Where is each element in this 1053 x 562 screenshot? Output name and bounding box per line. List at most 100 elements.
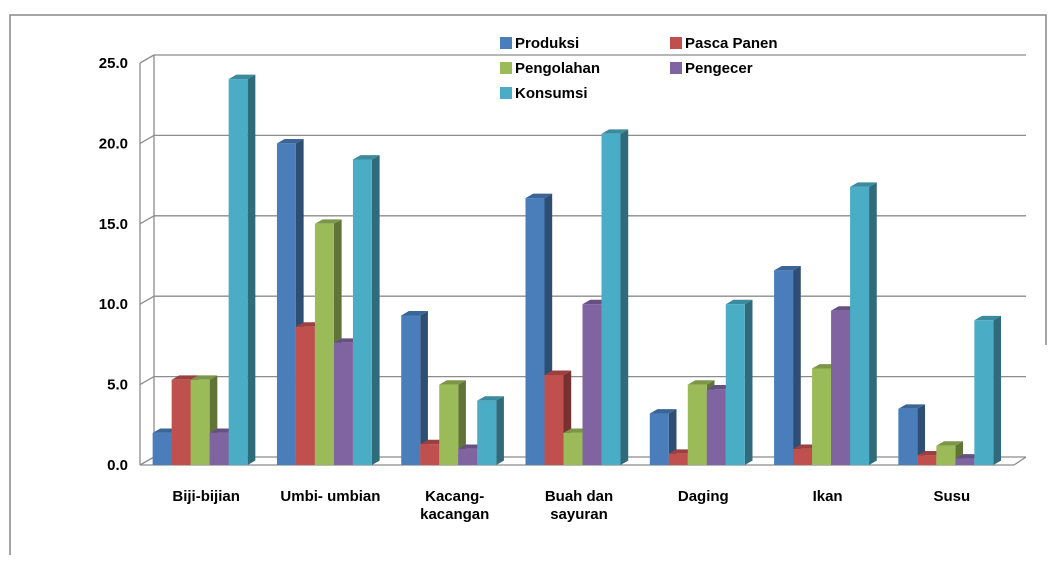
bar-front [209,432,229,465]
bar-front [812,368,832,465]
bar-front [649,413,669,465]
bar [228,74,256,466]
gridline-depth [139,376,155,386]
y-tick-label: 0.0 [107,457,128,474]
legend-label: Produksi [515,35,579,52]
legend-swatch [500,37,512,49]
bar-top [401,311,428,316]
bar-front [401,315,421,465]
bar-side [744,299,753,465]
y-tick-label: 5.0 [107,377,128,394]
bar-top [525,193,553,199]
bar-front [831,310,851,465]
bar-side [458,380,466,465]
bar-front [171,379,191,465]
gridline-depth [139,134,155,144]
bar-front [458,448,478,465]
bar-side [993,315,1002,465]
bar-top [898,404,926,409]
bar-front [525,198,545,465]
bar-top [544,370,572,375]
legend-swatch [500,62,512,74]
gridline-depth [139,215,155,225]
gridline-depth [139,456,155,466]
legend-item: Pengecer [670,60,753,77]
bar-front [420,444,440,465]
bar-front [687,384,707,465]
bar-side [247,74,256,466]
bar-front [706,389,726,465]
y-tick-labels: 0.0 5.0 10.0 15.0 20.0 25.0 [99,55,128,474]
bar-front [228,79,248,465]
bar-front [601,133,621,465]
legend-swatch [670,62,682,74]
bar-top [352,155,380,160]
bar [439,380,466,465]
legend-label: Konsumsi [515,85,588,102]
bars [152,74,1002,466]
bar-top [974,315,1002,321]
bar-top [276,139,304,144]
x-category-label: Biji-bijian [172,488,240,505]
legend-swatch [500,87,512,99]
bar-front [582,304,602,465]
y-tick-label: 10.0 [99,296,128,313]
legend-item: Pasca Panen [670,35,778,52]
bar-side [620,129,629,466]
bar-top [314,219,342,224]
bar-top [850,182,877,187]
y-tick-label: 15.0 [99,216,128,233]
bar-front [477,400,497,465]
bar [725,299,753,465]
bar-front [544,374,564,465]
bar-front [917,455,937,465]
x-axis-depth [1013,456,1027,466]
bar-top [439,380,466,385]
bar-top [936,441,964,446]
bar-front [850,186,870,466]
legend: Produksi Pasca Panen Pengolahan Pengecer Kon… [500,35,778,102]
bar-front [668,453,688,465]
bar-front [276,143,296,465]
bar [898,404,926,465]
bar-top [601,129,629,134]
x-category-label: Buah dan sayuran [545,488,613,523]
bar-top [477,396,504,401]
bar-front [955,458,975,465]
bar [477,396,504,465]
bar [774,266,801,465]
bar-top [171,375,199,380]
bar-front [725,304,745,465]
legend-item: Pengolahan [500,60,600,77]
bar-front [439,384,459,465]
x-category-label: Susu [934,488,971,505]
gridline-depth [139,295,155,305]
bar-side [917,404,926,465]
bar-front [774,270,794,465]
bar-front [936,445,956,465]
bar-front [898,408,918,465]
bar-side [496,396,504,465]
bar-front [333,342,353,465]
bar-top [228,74,256,80]
legend-swatch [670,37,682,49]
bar-side [869,182,877,465]
y-tick-label: 25.0 [99,55,128,72]
bar-front [563,432,583,465]
bar [352,155,380,466]
legend-label: Pengolahan [515,60,600,77]
bar-top [687,380,715,385]
x-category-label: Kacang-kacangan [420,488,489,523]
bar-top [649,409,677,414]
bar-side [793,266,801,465]
bar [601,129,629,466]
chart-border [9,14,1047,555]
x-category-label: Umbi- umbian [280,488,380,505]
bar [850,182,877,466]
bar-top [190,375,218,380]
x-category-label: Ikan [813,488,843,505]
bar-front [352,159,372,466]
bar-front [152,432,172,465]
bar-top [774,266,801,271]
